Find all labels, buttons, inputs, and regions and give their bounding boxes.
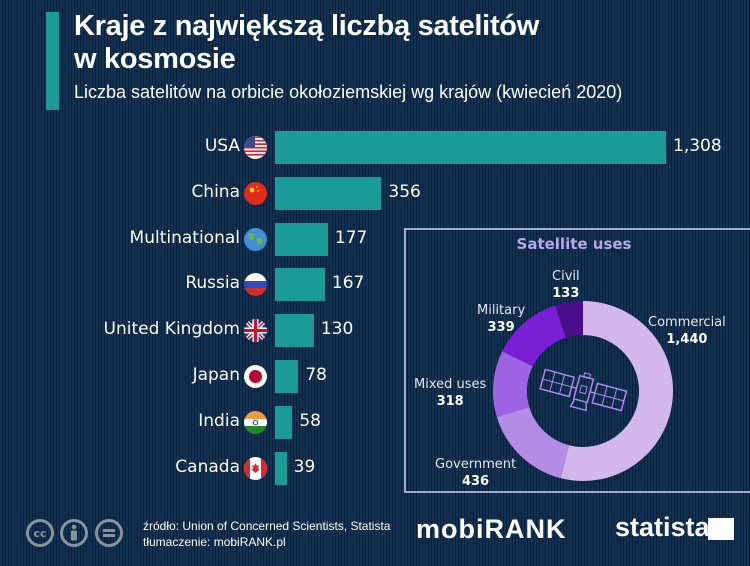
segment-value: 133 <box>552 286 580 301</box>
segment-value: 318 <box>436 394 464 409</box>
segment-name: Commercial <box>648 315 726 330</box>
donut-label: Government 436 <box>435 456 516 490</box>
segment-value: 339 <box>487 320 515 335</box>
mobirank-logo: mobiRANK <box>416 514 567 544</box>
no-derivatives-icon <box>95 519 123 547</box>
page-title: Kraje z największą liczbą satelitów w ko… <box>74 10 539 76</box>
uk-flag-icon <box>244 319 267 343</box>
data-label: 356 <box>388 181 421 202</box>
canada-flag-icon <box>244 456 267 480</box>
category-label: Multinational <box>129 227 240 248</box>
segment-name: Government <box>435 457 517 472</box>
category-label: Canada <box>175 456 240 477</box>
segment-name: Mixed uses <box>414 377 487 392</box>
donut-label: Commercial 1,440 <box>648 314 726 348</box>
subtitle: Liczba satelitów na orbicie okołoziemski… <box>74 82 623 102</box>
statista-logo-mark <box>708 518 734 540</box>
category-label: India <box>198 410 240 431</box>
data-label: 58 <box>299 410 321 431</box>
russia-flag-icon <box>244 273 267 297</box>
us-flag-icon <box>244 136 267 159</box>
data-label: 130 <box>320 319 354 340</box>
statista-logo: statista <box>615 512 710 542</box>
donut-label: Civil 133 <box>552 268 580 302</box>
bar <box>275 360 299 393</box>
bar <box>275 176 382 210</box>
bar <box>275 451 287 485</box>
data-label: 177 <box>334 227 368 248</box>
bar <box>275 268 325 302</box>
category-label: USA <box>204 136 240 156</box>
bar <box>275 314 314 348</box>
globe-icon <box>244 227 267 251</box>
donut-title: Satellite uses <box>516 235 632 253</box>
title-line-2: w kosmosie <box>74 43 236 75</box>
segment-value: 1,440 <box>666 332 708 347</box>
translation-text: tłumaczenie: mobiRANK.pl <box>143 535 286 549</box>
title-line-1: Kraje z największą liczbą satelitów <box>74 10 539 42</box>
source-text: źródło: Union of Concerned Scientists, S… <box>143 519 391 533</box>
segment-value: 436 <box>461 474 490 489</box>
title-accent-bar <box>46 12 59 110</box>
data-label: 1,308 <box>673 136 722 156</box>
source-note: źródło: Union of Concerned Scientists, S… <box>143 518 390 550</box>
bar <box>275 131 666 164</box>
category-label: Japan <box>192 365 240 385</box>
china-flag-icon <box>244 181 267 205</box>
attribution-icon <box>60 519 88 547</box>
donut-label: Mixed uses 318 <box>414 376 486 410</box>
donut-label: Military 339 <box>477 302 525 336</box>
data-label: 167 <box>331 273 365 294</box>
data-label: 78 <box>305 365 327 385</box>
bar <box>275 405 293 439</box>
category-label: China <box>191 181 240 202</box>
bar <box>275 222 328 256</box>
category-label: Russia <box>185 273 240 294</box>
segment-name: Military <box>477 303 526 318</box>
satellite-uses-panel <box>404 228 750 493</box>
cc-icon: cc <box>26 519 54 547</box>
category-label: United Kingdom <box>103 319 240 340</box>
japan-flag-icon <box>244 365 267 388</box>
segment-name: Civil <box>552 269 580 284</box>
india-flag-icon <box>244 410 267 434</box>
data-label: 39 <box>293 456 316 477</box>
